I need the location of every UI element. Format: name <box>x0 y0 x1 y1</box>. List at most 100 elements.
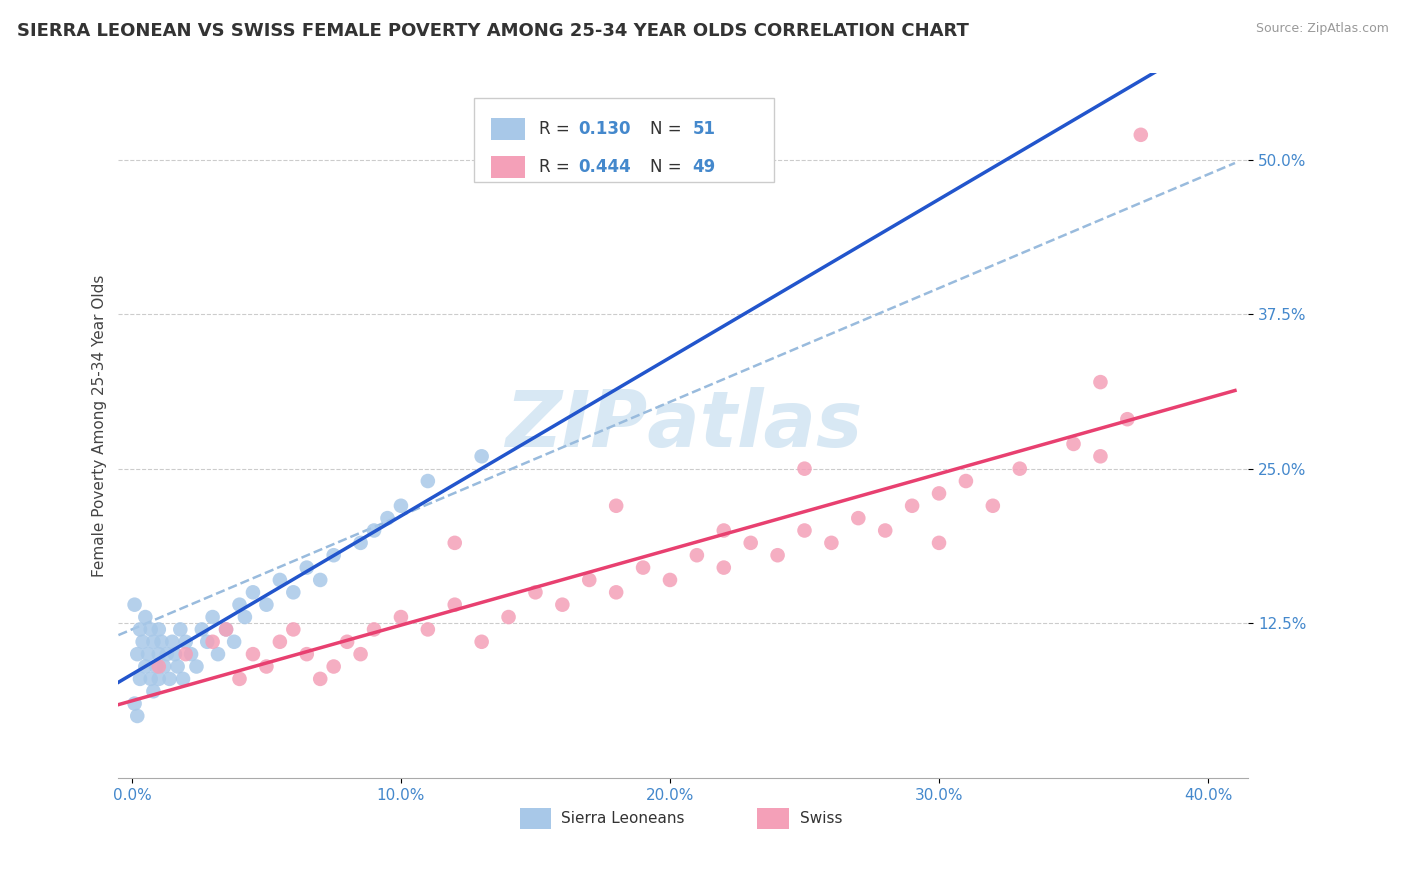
FancyBboxPatch shape <box>491 156 526 178</box>
Point <box>766 548 789 562</box>
FancyBboxPatch shape <box>756 808 789 830</box>
Point <box>389 499 412 513</box>
Point <box>134 659 156 673</box>
Point <box>127 709 149 723</box>
Point <box>191 623 214 637</box>
Point <box>1129 128 1152 142</box>
Point <box>228 598 250 612</box>
Point <box>124 697 146 711</box>
Point <box>322 548 344 562</box>
Point <box>659 573 682 587</box>
Text: Swiss: Swiss <box>800 811 842 826</box>
Point <box>195 634 218 648</box>
Point <box>142 684 165 698</box>
Point <box>1063 437 1085 451</box>
Point <box>148 623 170 637</box>
Text: R =: R = <box>538 158 575 176</box>
Point <box>269 634 291 648</box>
Point <box>686 548 709 562</box>
Point <box>254 659 277 673</box>
Point <box>416 623 439 637</box>
Point <box>150 634 173 648</box>
Text: SIERRA LEONEAN VS SWISS FEMALE POVERTY AMONG 25-34 YEAR OLDS CORRELATION CHART: SIERRA LEONEAN VS SWISS FEMALE POVERTY A… <box>17 22 969 40</box>
Point <box>363 623 385 637</box>
Point <box>162 634 184 648</box>
Point <box>201 610 224 624</box>
Point <box>139 672 162 686</box>
Text: 0.130: 0.130 <box>578 120 631 138</box>
Point <box>172 672 194 686</box>
Point <box>578 573 600 587</box>
Point <box>283 623 305 637</box>
FancyBboxPatch shape <box>491 118 526 140</box>
Point <box>820 536 842 550</box>
Point <box>163 647 186 661</box>
FancyBboxPatch shape <box>520 808 551 830</box>
Point <box>145 659 167 673</box>
FancyBboxPatch shape <box>474 97 773 182</box>
Point <box>551 598 574 612</box>
Point <box>129 623 152 637</box>
Point <box>224 634 246 648</box>
Point <box>443 536 465 550</box>
Point <box>389 610 412 624</box>
Point <box>148 659 170 673</box>
Point <box>1116 412 1139 426</box>
Point <box>1090 450 1112 464</box>
Point <box>295 560 318 574</box>
Point <box>215 623 238 637</box>
Point <box>928 486 950 500</box>
Point <box>148 672 170 686</box>
Point <box>139 623 162 637</box>
Point <box>142 634 165 648</box>
Point <box>242 647 264 661</box>
Text: R =: R = <box>538 120 575 138</box>
Point <box>169 623 191 637</box>
Point <box>416 474 439 488</box>
Point <box>309 672 332 686</box>
Point <box>129 672 152 686</box>
Point <box>233 610 256 624</box>
Point <box>524 585 547 599</box>
Point <box>1008 461 1031 475</box>
Point <box>166 659 188 673</box>
Point <box>180 647 202 661</box>
Point <box>269 573 291 587</box>
Point <box>471 634 494 648</box>
Point <box>186 659 208 673</box>
Point <box>336 634 359 648</box>
Point <box>148 647 170 661</box>
Text: 0.444: 0.444 <box>578 158 631 176</box>
Point <box>363 524 385 538</box>
Point <box>131 634 153 648</box>
Point <box>136 647 159 661</box>
Point <box>605 499 627 513</box>
Text: ZIP​atlas: ZIP​atlas <box>505 387 862 463</box>
Point <box>309 573 332 587</box>
Point <box>713 560 735 574</box>
Text: 49: 49 <box>693 158 716 176</box>
Point <box>793 461 815 475</box>
Point <box>846 511 869 525</box>
Point <box>471 450 494 464</box>
Point <box>498 610 520 624</box>
Point <box>793 524 815 538</box>
Point <box>875 524 897 538</box>
Text: N =: N = <box>650 158 686 176</box>
Point <box>295 647 318 661</box>
Point <box>349 647 371 661</box>
Point <box>156 647 179 661</box>
Point <box>124 598 146 612</box>
Point <box>377 511 399 525</box>
Point <box>631 560 654 574</box>
Point <box>207 647 229 661</box>
Point <box>134 610 156 624</box>
Point <box>955 474 977 488</box>
Point <box>174 634 197 648</box>
Text: 51: 51 <box>693 120 716 138</box>
Point <box>254 598 277 612</box>
Point <box>228 672 250 686</box>
Point <box>349 536 371 550</box>
Point <box>901 499 924 513</box>
Point <box>981 499 1004 513</box>
